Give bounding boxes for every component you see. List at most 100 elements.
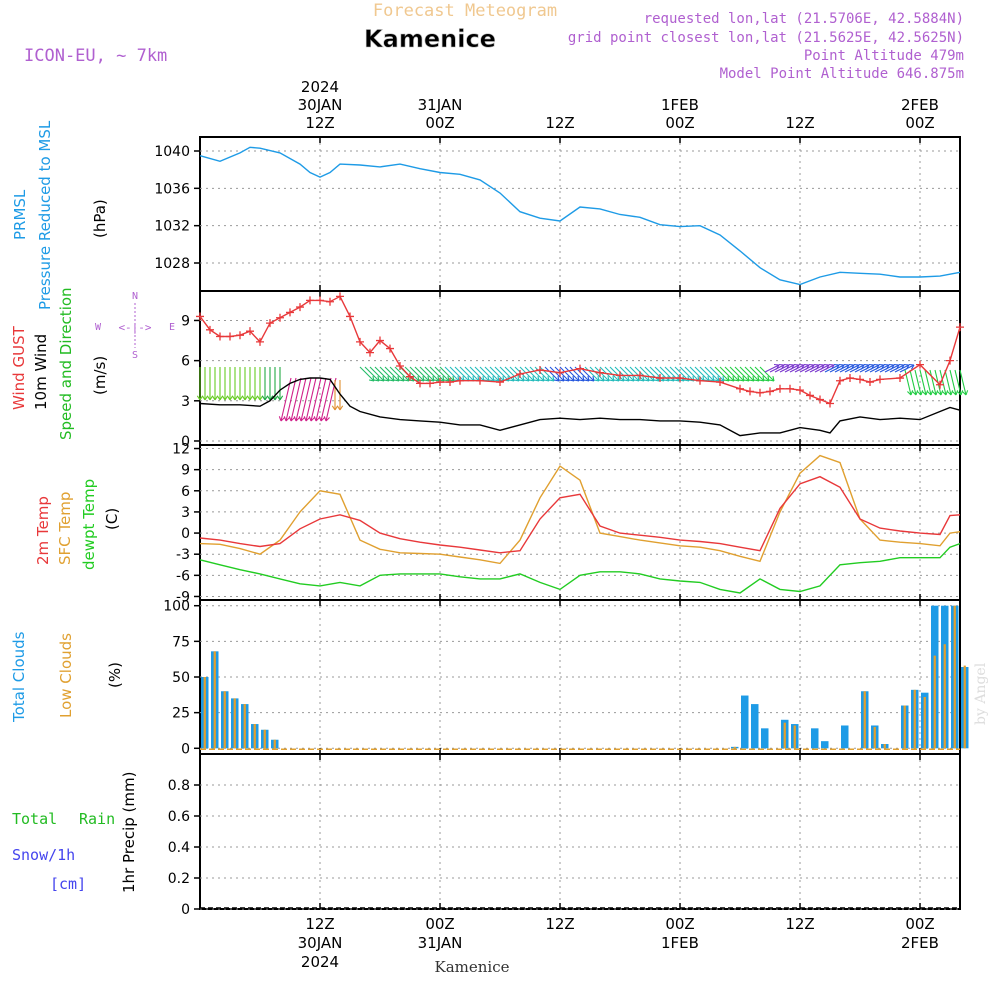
wind-direction-arrowhead <box>554 376 560 382</box>
top-tick-label: 2024 <box>301 78 339 96</box>
snow-unit: [cm] <box>50 875 86 893</box>
gust-marker <box>836 376 844 385</box>
wind-direction-arrow <box>734 366 750 382</box>
top-tick-label: 30JAN <box>298 96 343 114</box>
gust-marker <box>746 387 754 396</box>
wind-direction-arrowhead <box>749 376 755 382</box>
low-clouds-bar <box>223 691 226 749</box>
wind-direction-arrowhead <box>937 390 944 396</box>
wind-direction-arrowhead <box>599 376 605 382</box>
wind-direction-arrow <box>739 366 755 382</box>
gust-marker <box>956 323 964 332</box>
wind10m-line <box>199 377 961 437</box>
credit-watermark: by Angel <box>973 662 989 725</box>
grid-point-coords: grid point closest lon,lat (21.5625E, 42… <box>568 30 964 46</box>
top-tick-label: 12Z <box>545 114 574 132</box>
gust-marker <box>476 376 484 385</box>
wind-direction-arrowhead <box>932 390 939 396</box>
wind-direction-arrow <box>639 366 655 382</box>
y-tick-label: 75 <box>172 634 190 650</box>
wind-direction-arrow <box>454 366 470 382</box>
wind-unit: (m/s) <box>91 356 109 395</box>
gust-marker <box>946 356 954 365</box>
wind-direction-arrowhead <box>609 376 615 382</box>
wind-direction-arrow <box>489 366 505 382</box>
wind-direction-arrow <box>839 364 855 373</box>
model-point-altitude: Model Point Altitude 646.875m <box>720 66 964 82</box>
wind-direction-arrowhead <box>293 416 300 422</box>
wind-direction-arrow <box>624 366 640 382</box>
point-altitude: Point Altitude 479m <box>804 48 964 64</box>
wind-direction-arrowhead <box>584 376 590 382</box>
wind-panel: 0 3 6 9 <box>181 290 969 450</box>
wind-direction-arrowhead <box>298 416 305 422</box>
y-tick-label: -3 <box>176 547 190 563</box>
low-clouds-label: Low Clouds <box>57 633 75 718</box>
pressure-panel: 1028 1032 1036 1040 <box>154 136 961 292</box>
wind-direction-arrow <box>619 366 635 382</box>
wind-direction-arrowhead <box>539 376 545 382</box>
wind-direction-arrow <box>449 366 465 382</box>
total-clouds-label: Total Clouds <box>10 631 28 723</box>
gust-label: Wind GUST <box>10 325 28 410</box>
wind-direction-arrow <box>320 377 332 422</box>
bottom-tick-label: 12Z <box>545 915 574 933</box>
gust-marker <box>556 368 564 377</box>
wind-direction-arrowhead <box>729 376 735 382</box>
wind-direction-arrow <box>364 366 380 382</box>
wind-direction-arrow <box>569 366 585 382</box>
wind-direction-arrowhead <box>574 376 580 382</box>
wind-direction-arrowhead <box>639 376 645 382</box>
gust-marker <box>516 370 524 379</box>
wind-direction-arrowhead <box>369 376 375 382</box>
bottom-tick-label: 00Z <box>905 915 934 933</box>
wind-direction-arrow <box>444 366 460 382</box>
wind-direction-arrow <box>544 366 560 382</box>
y-tick-label: 0.8 <box>168 778 190 794</box>
wind-direction-arrowhead <box>709 376 715 382</box>
low-clouds-bar <box>203 677 206 749</box>
wind-direction-arrowhead <box>394 376 400 382</box>
gust-marker <box>776 384 784 393</box>
wind-direction-arrowhead <box>908 363 915 370</box>
total-clouds-bar <box>811 728 819 749</box>
wind-direction-arrow <box>679 366 695 382</box>
wind-direction-arrow <box>629 366 645 382</box>
y-tick-label: 50 <box>172 670 190 686</box>
total-label: Total <box>12 810 57 828</box>
prmsl-label: PRMSL <box>11 189 29 240</box>
wind-direction-arrowhead <box>564 376 570 382</box>
gust-marker <box>676 374 684 383</box>
wind-direction-arrow <box>869 364 885 373</box>
gust-marker <box>266 319 274 328</box>
wind-direction-arrow <box>724 366 740 382</box>
low-clouds-bar <box>783 722 786 749</box>
gust-marker <box>916 360 924 369</box>
y-tick-label: 25 <box>172 706 190 722</box>
gust-marker <box>456 376 464 385</box>
dewpt-line <box>199 542 961 594</box>
gust-line <box>199 295 961 405</box>
wind-direction-arrowhead <box>336 405 344 411</box>
gust-marker <box>336 292 344 301</box>
bottom-tick-label: 31JAN <box>418 934 463 952</box>
gust-marker <box>326 297 334 306</box>
wind-direction-arrowhead <box>714 376 720 382</box>
wind-direction-arrowhead <box>544 376 550 382</box>
y-tick-label: 6 <box>181 354 190 370</box>
gust-marker <box>286 308 294 317</box>
wind-direction-arrow <box>524 366 540 382</box>
wind-direction-arrowhead <box>614 376 620 382</box>
gust-marker <box>896 374 904 383</box>
wind-direction-arrowhead <box>519 376 525 382</box>
wind-direction-arrow <box>939 369 947 396</box>
wind-direction-arrow <box>694 366 710 382</box>
wind-direction-arrow <box>804 364 820 373</box>
low-clouds-bar <box>953 605 956 749</box>
wind-direction-arrowhead <box>744 376 750 382</box>
precip-unit: 1hr Precip (mm) <box>120 772 138 893</box>
gust-marker <box>806 391 814 400</box>
